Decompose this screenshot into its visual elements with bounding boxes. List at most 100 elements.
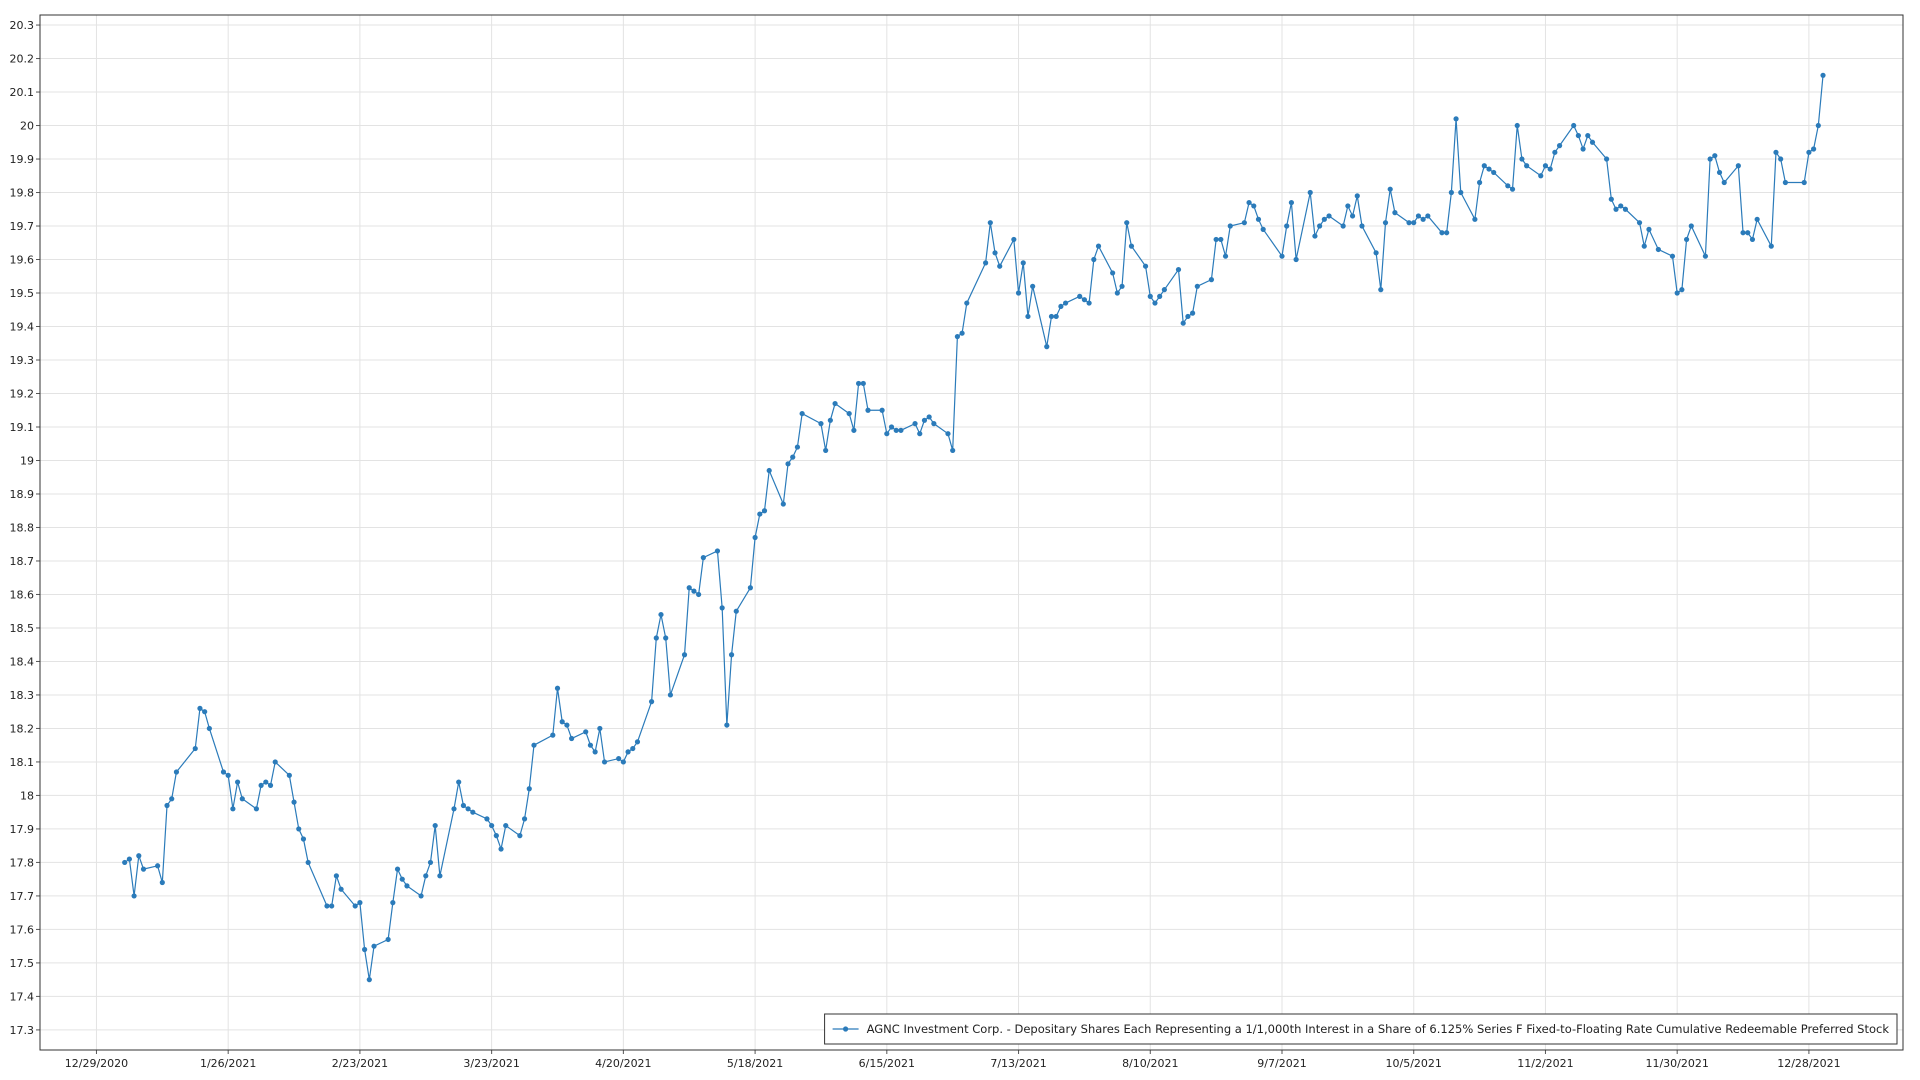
data-point bbox=[554, 685, 561, 691]
data-point bbox=[1571, 122, 1577, 129]
data-point bbox=[173, 769, 180, 775]
data-point bbox=[757, 511, 763, 517]
y-tick-label: 19.3 bbox=[10, 354, 35, 367]
data-point bbox=[1444, 230, 1450, 236]
data-point bbox=[258, 782, 264, 788]
data-point bbox=[550, 732, 556, 738]
data-point bbox=[1180, 320, 1186, 326]
data-point bbox=[926, 414, 932, 420]
data-point bbox=[1260, 226, 1266, 232]
data-point bbox=[597, 725, 603, 732]
y-tick-label: 17.3 bbox=[10, 1024, 35, 1037]
data-point bbox=[1185, 313, 1191, 320]
legend-label: AGNC Investment Corp. - Depositary Share… bbox=[867, 1022, 1890, 1036]
data-point bbox=[1472, 216, 1478, 222]
data-point bbox=[1025, 313, 1031, 320]
x-tick-label: 9/7/2021 bbox=[1257, 1057, 1306, 1070]
data-point bbox=[1608, 196, 1614, 202]
data-point bbox=[997, 263, 1003, 269]
legend-box bbox=[824, 1013, 1898, 1045]
y-tick-label: 19.7 bbox=[10, 220, 35, 233]
data-point bbox=[192, 745, 198, 752]
data-point bbox=[1782, 179, 1788, 186]
data-point bbox=[1575, 132, 1581, 139]
data-point bbox=[432, 822, 438, 829]
data-point bbox=[220, 769, 227, 775]
data-point bbox=[1227, 223, 1233, 229]
data-point bbox=[1519, 156, 1525, 162]
y-tick-label: 20.1 bbox=[10, 86, 35, 99]
data-point bbox=[484, 816, 490, 822]
data-point bbox=[1811, 146, 1817, 152]
data-point bbox=[1161, 287, 1167, 293]
data-point bbox=[700, 555, 706, 561]
data-point bbox=[1030, 283, 1036, 289]
data-point bbox=[954, 333, 960, 340]
data-point bbox=[169, 796, 175, 802]
data-point bbox=[1618, 203, 1624, 209]
data-point bbox=[1820, 72, 1826, 78]
data-point bbox=[583, 729, 589, 735]
data-point bbox=[1778, 156, 1784, 162]
data-point bbox=[1688, 223, 1694, 229]
data-point bbox=[1406, 220, 1412, 226]
data-point bbox=[1552, 149, 1558, 155]
y-tick-label: 19.9 bbox=[10, 153, 35, 166]
x-tick-label: 5/18/2021 bbox=[727, 1057, 783, 1070]
data-point bbox=[696, 591, 702, 598]
data-point bbox=[362, 946, 368, 953]
data-point bbox=[1241, 220, 1247, 226]
data-point bbox=[766, 467, 772, 474]
data-point bbox=[300, 836, 307, 842]
plot-border bbox=[39, 14, 1904, 1051]
data-point bbox=[1011, 236, 1017, 243]
y-tick-label: 17.4 bbox=[10, 990, 35, 1003]
data-point bbox=[1556, 143, 1563, 149]
data-point bbox=[333, 873, 339, 879]
data-point bbox=[1453, 116, 1459, 122]
x-tick-label: 10/5/2021 bbox=[1386, 1057, 1442, 1070]
data-point bbox=[691, 588, 697, 594]
data-point bbox=[724, 722, 730, 728]
data-point bbox=[1636, 220, 1643, 226]
data-point bbox=[1580, 146, 1586, 152]
data-point bbox=[1091, 256, 1097, 263]
data-point bbox=[305, 859, 311, 866]
data-point bbox=[1251, 203, 1257, 209]
data-point bbox=[1279, 253, 1285, 259]
data-point bbox=[1585, 132, 1591, 139]
data-point bbox=[470, 809, 476, 815]
y-tick-label: 19.2 bbox=[10, 387, 35, 400]
data-point bbox=[1674, 290, 1680, 296]
data-point bbox=[865, 407, 871, 413]
y-tick-label: 18.5 bbox=[10, 622, 35, 635]
data-point bbox=[992, 250, 998, 256]
data-point bbox=[1382, 220, 1389, 226]
data-point bbox=[521, 816, 528, 822]
data-point bbox=[131, 893, 137, 899]
data-point bbox=[1749, 236, 1756, 243]
data-point bbox=[390, 900, 396, 906]
data-point bbox=[983, 260, 989, 266]
data-point bbox=[1392, 210, 1398, 216]
data-point bbox=[959, 330, 965, 336]
data-point bbox=[404, 883, 410, 889]
data-point bbox=[681, 652, 688, 658]
data-point bbox=[1340, 223, 1346, 229]
data-point bbox=[1415, 213, 1422, 219]
data-point bbox=[1208, 277, 1215, 283]
data-point bbox=[338, 886, 344, 892]
data-point bbox=[1095, 243, 1102, 249]
data-point bbox=[1157, 293, 1163, 299]
data-point bbox=[1293, 256, 1299, 263]
data-point bbox=[1147, 293, 1153, 299]
data-point bbox=[456, 779, 462, 785]
data-point bbox=[531, 742, 537, 748]
data-point bbox=[1641, 243, 1647, 249]
data-point bbox=[437, 873, 443, 879]
data-point bbox=[1702, 253, 1709, 259]
data-point bbox=[620, 759, 626, 765]
data-point bbox=[155, 863, 161, 869]
